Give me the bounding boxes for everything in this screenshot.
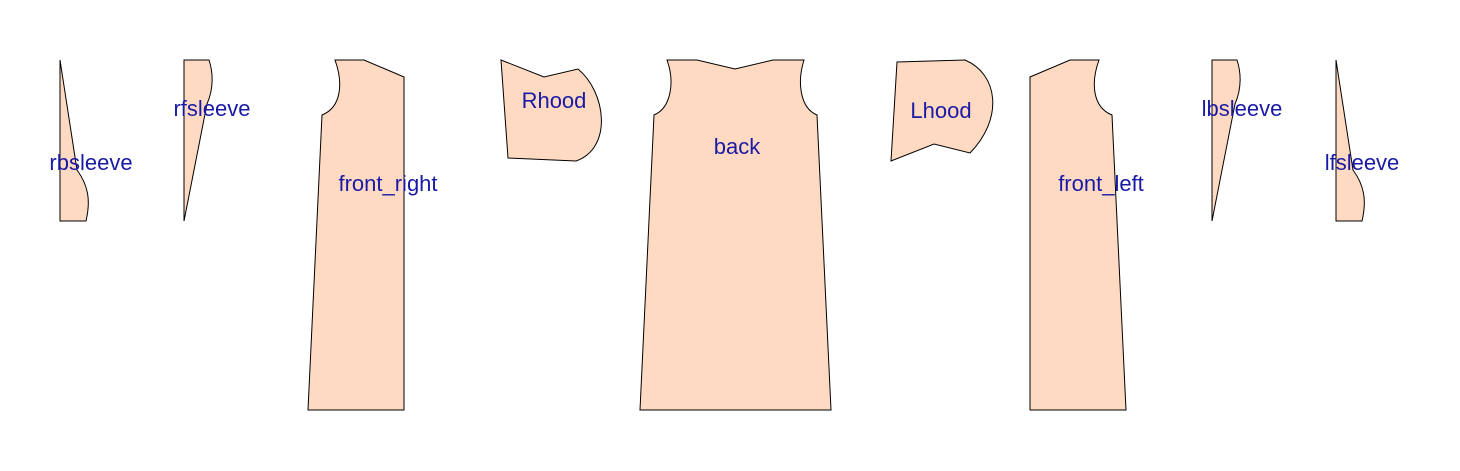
piece-lhood-label: Lhood <box>910 98 971 123</box>
piece-front-right-shape[interactable] <box>307 59 405 411</box>
piece-lfsleeve-label: lfsleeve <box>1325 150 1400 175</box>
piece-lhood-shape[interactable] <box>890 59 994 162</box>
piece-rhood[interactable]: Rhood <box>500 59 602 162</box>
piece-lfsleeve[interactable]: lfsleeve <box>1325 59 1400 222</box>
piece-front-left[interactable]: front_left <box>1029 59 1144 411</box>
piece-back-shape[interactable] <box>639 59 832 411</box>
piece-rfsleeve-label: rfsleeve <box>173 96 250 121</box>
piece-back[interactable]: back <box>639 59 832 411</box>
piece-rhood-shape[interactable] <box>500 59 602 162</box>
piece-rfsleeve-shape[interactable] <box>183 59 213 222</box>
piece-rbsleeve-shape[interactable] <box>59 59 89 222</box>
piece-lbsleeve-label: lbsleeve <box>1202 96 1283 121</box>
piece-rbsleeve-label: rbsleeve <box>49 150 132 175</box>
piece-back-label: back <box>714 134 761 159</box>
piece-front-left-shape[interactable] <box>1029 59 1127 411</box>
piece-front-right[interactable]: front_right <box>307 59 438 411</box>
piece-lbsleeve-shape[interactable] <box>1211 59 1241 222</box>
piece-lbsleeve[interactable]: lbsleeve <box>1202 59 1283 222</box>
piece-rbsleeve[interactable]: rbsleeve <box>49 59 133 222</box>
piece-lfsleeve-shape[interactable] <box>1335 59 1365 222</box>
piece-front-left-label: front_left <box>1058 171 1144 196</box>
piece-rhood-label: Rhood <box>522 88 587 113</box>
piece-lhood[interactable]: Lhood <box>890 59 994 162</box>
piece-front-right-label: front_right <box>338 171 437 196</box>
piece-rfsleeve[interactable]: rfsleeve <box>173 59 251 222</box>
